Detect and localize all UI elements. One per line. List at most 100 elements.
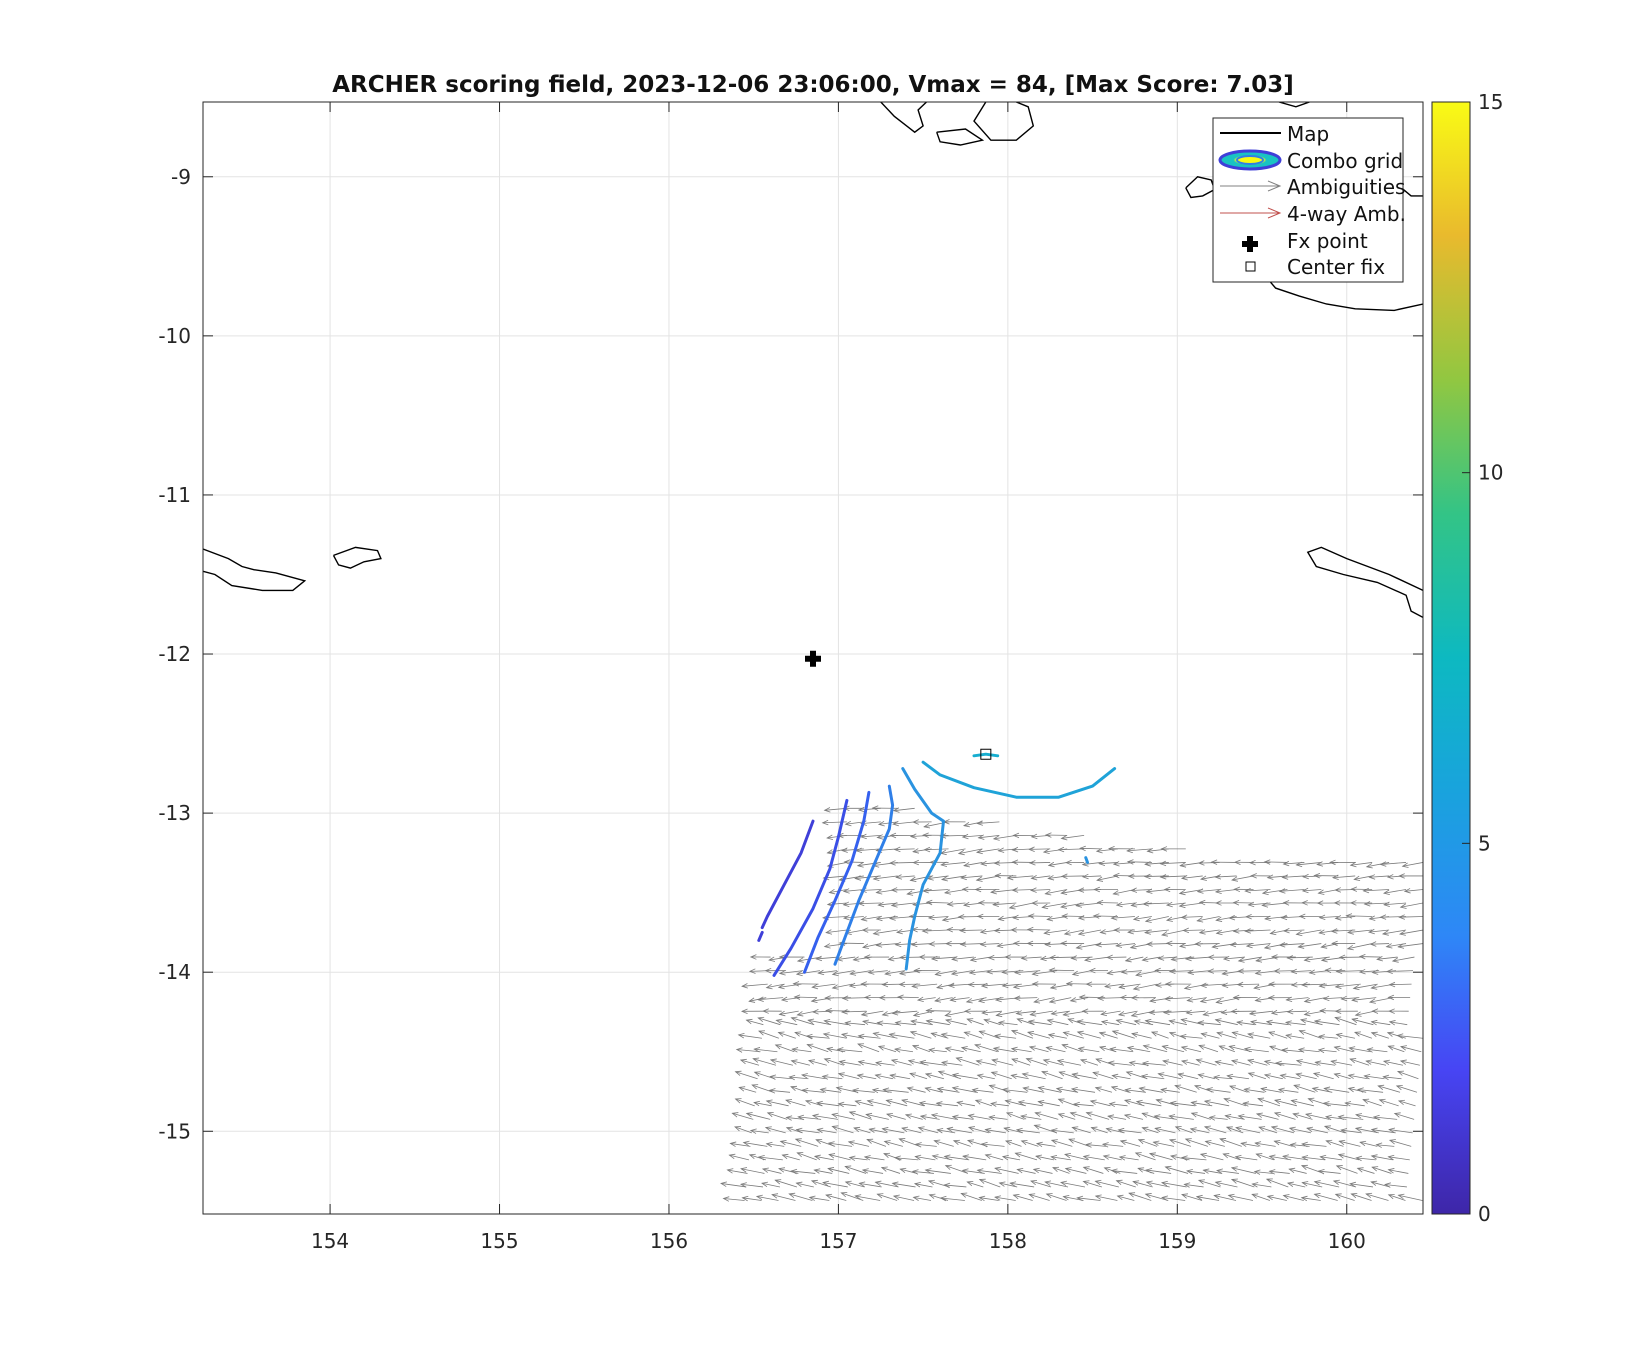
ambiguity-arrow bbox=[739, 1087, 757, 1093]
ambiguity-arrow bbox=[883, 1089, 909, 1093]
legend-center-swatch bbox=[1245, 261, 1256, 272]
ambiguity-arrowhead bbox=[1184, 955, 1192, 962]
ambiguity-arrowhead bbox=[1333, 1072, 1341, 1079]
ambiguity-arrowhead bbox=[1247, 1032, 1255, 1038]
score-contour-4 bbox=[833, 784, 895, 966]
ambiguity-arrowhead bbox=[729, 1141, 737, 1147]
ambiguity-arrowhead bbox=[740, 1008, 748, 1014]
ambiguity-arrow bbox=[1320, 1156, 1343, 1161]
ambiguity-arrowhead bbox=[1263, 859, 1271, 865]
ambiguity-arrowhead bbox=[813, 1154, 821, 1160]
ambiguity-arrow bbox=[913, 1010, 935, 1016]
ambiguity-arrowhead bbox=[936, 1128, 944, 1134]
ambiguity-arrow bbox=[944, 1156, 970, 1161]
ambiguity-arrowhead bbox=[1318, 1034, 1325, 1040]
ambiguity-arrow bbox=[1216, 929, 1237, 934]
ambiguity-arrow bbox=[962, 1169, 985, 1174]
ambiguity-arrowhead bbox=[1134, 1152, 1142, 1158]
ambiguity-arrow bbox=[1155, 1127, 1176, 1134]
ambiguity-arrow bbox=[855, 1100, 874, 1107]
ambiguity-arrowhead bbox=[861, 1019, 869, 1025]
ambiguity-arrowhead bbox=[939, 1195, 947, 1202]
ambiguity-arrow bbox=[791, 1060, 810, 1066]
ambiguity-arrowhead bbox=[990, 1101, 997, 1107]
ambiguity-arrow bbox=[1289, 1168, 1307, 1174]
ambiguity-arrow bbox=[838, 1103, 857, 1107]
ambiguity-arrowhead bbox=[844, 1165, 852, 1171]
ambiguity-arrowhead bbox=[1178, 902, 1186, 909]
ambiguity-arrow bbox=[1261, 1088, 1282, 1093]
ambiguity-arrow bbox=[945, 1019, 967, 1026]
ambiguity-arrow bbox=[998, 1022, 1018, 1026]
ambiguity-arrow bbox=[895, 943, 915, 946]
ambiguity-arrowhead bbox=[828, 888, 836, 895]
ambiguity-arrow bbox=[1169, 1115, 1194, 1120]
ambiguity-arrowhead bbox=[944, 1011, 952, 1018]
ambiguity-arrowhead bbox=[1231, 876, 1239, 882]
ambiguity-arrowhead bbox=[997, 1020, 1005, 1026]
ambiguity-arrow bbox=[937, 1129, 956, 1134]
ambiguity-arrowhead bbox=[936, 1086, 944, 1093]
ambiguity-arrowhead bbox=[1203, 1125, 1211, 1131]
ambiguity-arrow bbox=[991, 1103, 1009, 1107]
ambiguity-arrow bbox=[1126, 1071, 1148, 1080]
ambiguity-arrow bbox=[1267, 1195, 1287, 1201]
ambiguity-arrow bbox=[875, 1181, 899, 1188]
ambiguity-arrow bbox=[1162, 1045, 1185, 1053]
ambiguity-arrowhead bbox=[1047, 875, 1055, 881]
ambiguity-arrow bbox=[1149, 1153, 1173, 1161]
ambiguity-arrowhead bbox=[742, 1140, 750, 1147]
ambiguity-arrowhead bbox=[1179, 1033, 1187, 1040]
ambiguity-arrowhead bbox=[1334, 1193, 1342, 1199]
ambiguity-arrow bbox=[925, 1169, 951, 1174]
ambiguity-arrowhead bbox=[1245, 942, 1253, 949]
ambiguity-arrow bbox=[1014, 997, 1038, 999]
ambiguity-arrowhead bbox=[745, 1018, 753, 1025]
ambiguity-arrow bbox=[1286, 1034, 1305, 1039]
ambiguity-arrow bbox=[1030, 1180, 1052, 1188]
ambiguity-arrow bbox=[1233, 929, 1254, 932]
ambiguity-arrow bbox=[1264, 943, 1288, 949]
ambiguity-arrowhead bbox=[1085, 981, 1093, 987]
ambiguity-arrowhead bbox=[1258, 1126, 1266, 1132]
ambiguity-arrowhead bbox=[971, 1087, 979, 1094]
ambiguity-arrowhead bbox=[1281, 874, 1289, 880]
ambiguity-arrowhead bbox=[791, 1047, 799, 1053]
ambiguity-arrow bbox=[1302, 889, 1322, 892]
ambiguity-arrow bbox=[878, 902, 898, 906]
ambiguity-arrowhead bbox=[967, 981, 975, 988]
ambiguity-arrowhead bbox=[986, 968, 993, 975]
ambiguity-arrow bbox=[899, 970, 922, 975]
map-outline-island-east-south bbox=[1306, 546, 1423, 619]
ambiguity-arrow bbox=[1068, 1138, 1090, 1147]
ambiguity-arrow bbox=[1029, 1046, 1049, 1053]
ambiguity-arrow bbox=[1021, 956, 1042, 959]
ambiguity-arrowhead bbox=[1254, 997, 1262, 1003]
ambiguity-arrowhead bbox=[1112, 890, 1120, 896]
ambiguity-arrow bbox=[841, 1033, 864, 1039]
ambiguity-arrow bbox=[1160, 875, 1186, 878]
ambiguity-arrowhead bbox=[963, 862, 971, 868]
ambiguity-arrow bbox=[1238, 970, 1261, 972]
ambiguity-arrowhead bbox=[1014, 1152, 1022, 1158]
ambiguity-arrowhead bbox=[1120, 969, 1128, 975]
ambiguity-arrow bbox=[818, 970, 837, 974]
ambiguity-arrow bbox=[1364, 902, 1390, 905]
ambiguity-arrow bbox=[989, 1085, 1011, 1093]
ambiguity-arrowhead bbox=[1047, 1033, 1055, 1039]
ambiguity-arrow bbox=[843, 889, 864, 892]
ambiguity-arrowhead bbox=[877, 820, 885, 827]
ambiguity-arrowhead bbox=[815, 955, 823, 962]
ambiguity-arrowhead bbox=[1204, 1140, 1212, 1146]
ambiguity-arrow bbox=[907, 889, 932, 895]
ambiguity-arrowhead bbox=[781, 1153, 789, 1160]
ambiguity-arrow bbox=[1080, 847, 1102, 850]
ambiguity-arrow bbox=[941, 862, 966, 866]
ambiguity-arrow bbox=[1348, 1074, 1368, 1080]
ambiguity-arrowhead bbox=[1025, 1057, 1033, 1063]
ambiguity-arrow bbox=[1279, 889, 1305, 892]
ambiguity-arrowhead bbox=[890, 887, 898, 893]
ambiguity-arrowhead bbox=[1344, 1101, 1352, 1107]
ambiguity-arrowhead bbox=[1046, 915, 1054, 922]
ambiguity-arrowhead bbox=[1370, 1127, 1378, 1133]
